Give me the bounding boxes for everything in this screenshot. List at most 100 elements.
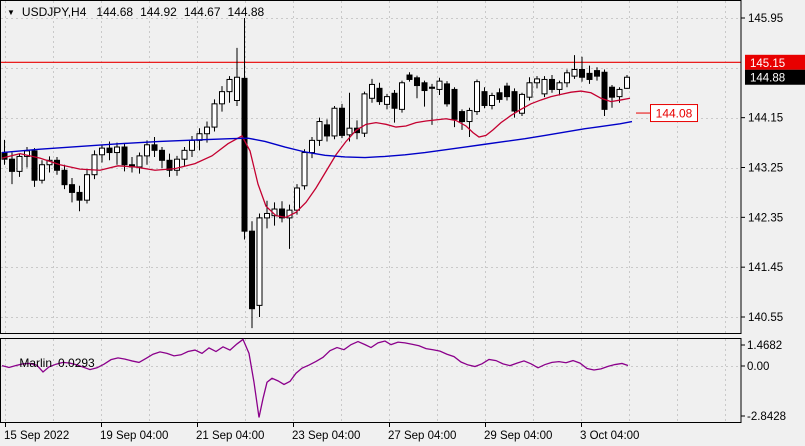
candle-bull	[331, 106, 338, 140]
candle-bear	[579, 56, 585, 82]
candle-bull	[526, 77, 533, 101]
candle-bull	[16, 153, 23, 177]
candle-bear	[324, 119, 330, 142]
candle-bear	[504, 82, 510, 101]
candle-bear	[249, 221, 255, 329]
candle-bull	[84, 169, 90, 204]
time-axis-label: 29 Sep 04:00	[484, 430, 552, 442]
indicator-axis-label: 0.00	[747, 361, 769, 373]
candle-bear	[159, 147, 165, 169]
candle-bull	[301, 149, 308, 190]
candlesticks	[1, 18, 630, 329]
candle-bull	[316, 117, 323, 146]
candle-bear	[481, 87, 488, 109]
candle-bear	[69, 178, 75, 203]
candle-bull	[174, 155, 180, 176]
candle-bull	[226, 76, 233, 103]
ohlc-close-value: 144.88	[227, 5, 265, 19]
candle-bear	[496, 88, 503, 103]
gridlines	[1, 1, 740, 421]
candle-bull	[466, 107, 473, 138]
callout-value: 144.08	[656, 107, 693, 121]
chart-title-bar: ▼ USDJPY,H4 144.68 144.92 144.67 144.88	[7, 5, 271, 19]
candle-bull	[219, 86, 225, 112]
candle-bear	[54, 156, 60, 175]
candle-bull	[534, 76, 540, 89]
indicator-name: Marlin	[19, 356, 53, 370]
resistance-price-badge	[745, 54, 805, 70]
time-axis-label: 19 Sep 04:00	[100, 430, 168, 442]
price-axis-label: 141.45	[748, 262, 783, 274]
candle-bull	[556, 80, 563, 96]
ohlc-low-value: 144.67	[183, 5, 221, 19]
candle-bull	[571, 55, 578, 79]
candle-bull	[136, 152, 143, 174]
indicator-axis[interactable]: 1.4682 0.00 -2.8428	[741, 340, 786, 423]
candle-bull	[144, 140, 150, 165]
candle-bear	[549, 75, 555, 93]
time-axis-label: 3 Oct 04:00	[580, 430, 639, 442]
candle-bull	[474, 79, 480, 115]
indicator-name-label: Marlin 0.0293	[6, 342, 95, 384]
candle-bear	[151, 137, 158, 157]
candle-bull	[519, 92, 525, 117]
price-axis[interactable]: 145.95 144.15 143.25 142.35 141.45 140.55	[741, 13, 783, 324]
candle-bear	[594, 67, 600, 81]
candle-bear	[429, 83, 435, 125]
candle-bear	[459, 109, 465, 130]
candle-bear	[166, 153, 173, 177]
candle-bull	[294, 184, 300, 215]
price-badges: 145.15 144.88	[745, 54, 805, 85]
candle-bull	[181, 147, 188, 166]
candle-bear	[391, 89, 398, 123]
candle-bear	[279, 201, 285, 223]
candle-bull	[39, 160, 45, 184]
price-axis-label: 142.35	[748, 212, 783, 224]
svg-text:144.88: 144.88	[750, 73, 785, 85]
candle-bull	[99, 144, 105, 163]
time-axis[interactable]: 15 Sep 2022 19 Sep 04:00 21 Sep 04:00 23 Se…	[4, 423, 639, 442]
candle-bull	[361, 91, 368, 138]
indicator-axis-label: 1.4682	[747, 340, 782, 352]
indicator-chart-area[interactable]	[0, 338, 741, 422]
candle-bull	[211, 99, 218, 132]
price-axis-label: 145.95	[748, 13, 783, 25]
candle-bull	[346, 92, 353, 142]
ma-line-blue	[1, 120, 633, 159]
candle-bear	[414, 75, 420, 99]
candle-bear	[376, 82, 383, 105]
candle-bull	[91, 150, 98, 180]
svg-text:145.15: 145.15	[750, 58, 785, 70]
main-chart-area[interactable]	[0, 0, 741, 334]
candle-bear	[61, 164, 68, 190]
indicator-value: 0.0293	[58, 356, 95, 370]
time-axis-label: 23 Sep 04:00	[292, 430, 360, 442]
price-axis-label: 144.15	[748, 113, 783, 125]
candle-bull	[264, 200, 270, 229]
indicator-axis-label: -2.8428	[747, 411, 786, 423]
candle-bull	[399, 80, 405, 113]
candle-bull	[564, 69, 570, 88]
symbol-dropdown-arrow[interactable]: ▼	[7, 7, 15, 17]
candle-bear	[421, 80, 428, 107]
panel-splitter[interactable]	[0, 333, 741, 339]
candle-bull	[234, 47, 240, 107]
candle-bear	[586, 65, 593, 84]
candle-bear	[444, 81, 450, 107]
plot-areas	[0, 0, 741, 422]
candle-bear	[241, 18, 248, 240]
price-axis-label: 143.25	[748, 163, 783, 175]
indicator-line	[1, 338, 629, 418]
ohlc-high-value: 144.92	[140, 5, 177, 19]
candle-bull	[369, 78, 375, 103]
candle-bear	[406, 72, 413, 82]
time-axis-label: 27 Sep 04:00	[388, 430, 456, 442]
candle-bear	[76, 185, 83, 212]
candle-bull	[489, 92, 495, 110]
candle-bear	[31, 148, 38, 187]
candle-bear	[609, 84, 615, 108]
candle-bull	[114, 142, 120, 165]
candle-bull	[624, 75, 630, 89]
